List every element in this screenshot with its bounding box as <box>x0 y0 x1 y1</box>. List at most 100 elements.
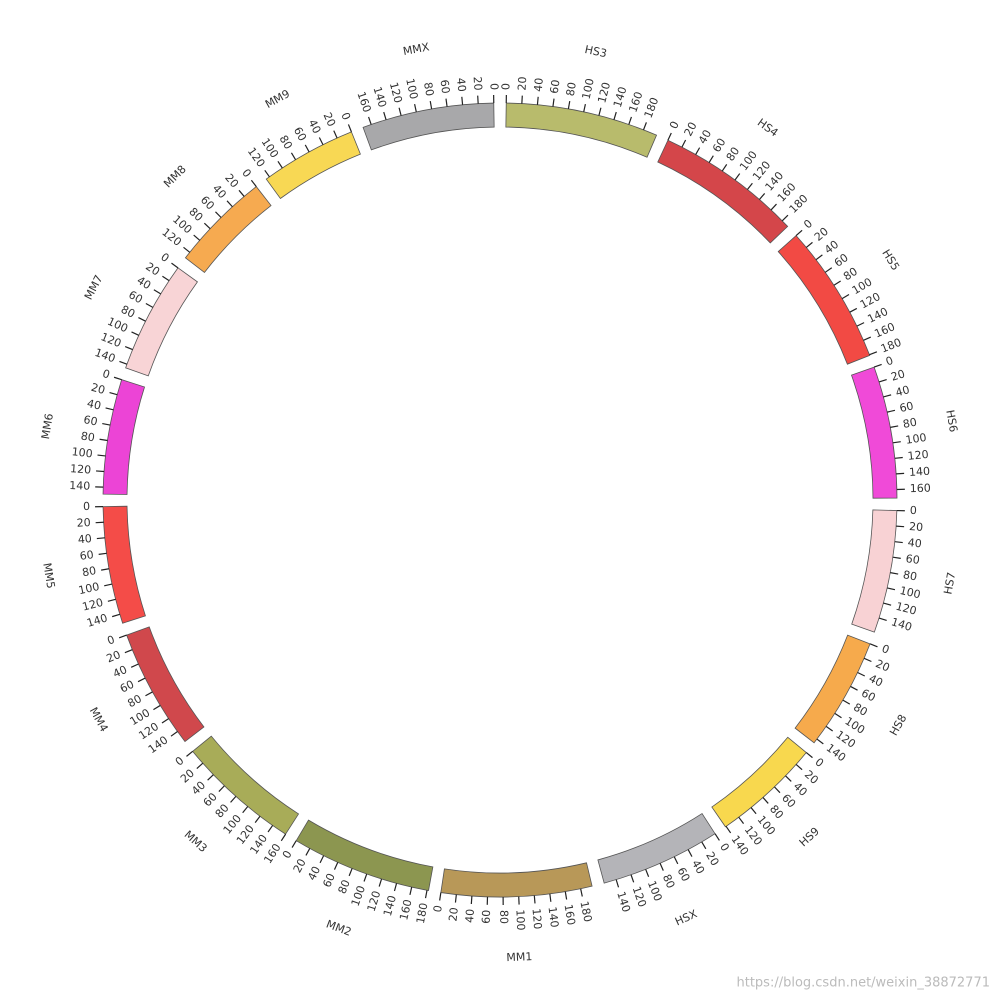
tick-label: 20 <box>291 857 309 876</box>
watermark: https://blog.csdn.net/weixin_38872771 <box>736 976 990 991</box>
chromosome <box>363 103 494 150</box>
tick-mark <box>131 664 138 667</box>
tick-label: 100 <box>349 884 368 908</box>
tick-label: 0 <box>105 633 116 648</box>
chromosome-label: HS4 <box>755 116 781 140</box>
tick-mark <box>890 426 898 427</box>
tick-label: 140 <box>611 85 629 109</box>
tick-mark <box>291 153 295 160</box>
tick-mark <box>471 896 472 904</box>
tick-mark <box>334 862 337 869</box>
chromosome <box>103 506 145 623</box>
tick-label: 0 <box>880 642 891 657</box>
tick-label: 40 <box>867 672 885 690</box>
tick-mark <box>887 410 895 412</box>
tick-mark <box>682 140 686 147</box>
tick-label: 120 <box>529 908 544 930</box>
tick-mark <box>162 276 169 280</box>
tick-label: 100 <box>898 584 921 601</box>
tick-mark <box>747 183 752 189</box>
tick-mark <box>281 834 285 841</box>
tick-mark <box>786 776 792 782</box>
tick-label: 20 <box>874 657 892 675</box>
tick-label: 140 <box>614 890 633 914</box>
tick-label: 0 <box>158 250 171 265</box>
chromosome <box>712 737 807 827</box>
tick-mark <box>887 588 895 590</box>
tick-label: 80 <box>81 564 97 579</box>
tick-mark <box>215 212 221 218</box>
chromosome-label: HS5 <box>879 247 902 273</box>
tick-mark <box>796 230 802 235</box>
tick-label: 120 <box>595 81 613 105</box>
tick-mark <box>104 584 112 586</box>
chromosome-label: MM6 <box>39 412 56 440</box>
tick-mark <box>631 875 634 883</box>
tick-label: 100 <box>580 77 597 100</box>
tick-mark <box>440 893 441 901</box>
tick-label: 60 <box>480 910 493 924</box>
tick-mark <box>599 108 601 116</box>
tick-label: 40 <box>86 397 103 413</box>
tick-mark <box>739 817 744 823</box>
tick-mark <box>430 101 431 109</box>
tick-mark <box>565 892 566 900</box>
tick-mark <box>319 138 323 145</box>
tick-mark <box>125 347 132 350</box>
tick-mark <box>171 263 177 268</box>
tick-label: 20 <box>446 907 460 922</box>
tick-label: 80 <box>125 692 144 710</box>
tick-mark <box>364 874 367 882</box>
tick-mark <box>806 753 812 758</box>
tick-mark <box>895 542 903 543</box>
tick-mark <box>99 553 107 554</box>
chromosome-label: HS6 <box>943 409 960 433</box>
tick-mark <box>722 164 726 171</box>
tick-mark <box>379 879 381 887</box>
tick-label: 40 <box>463 908 477 923</box>
tick-label: 60 <box>675 865 693 883</box>
tick-label: 140 <box>890 615 914 634</box>
tick-mark <box>394 883 396 891</box>
tick-label: 120 <box>387 81 405 105</box>
tick-mark <box>208 775 214 781</box>
chromosome-label: MM8 <box>161 163 189 191</box>
tick-mark <box>817 739 823 744</box>
tick-mark <box>616 880 618 888</box>
tick-label: 100 <box>513 909 527 931</box>
tick-mark <box>369 117 372 125</box>
tick-label: 80 <box>660 872 678 890</box>
tick-mark <box>584 104 586 112</box>
tick-label: 180 <box>414 902 431 925</box>
tick-mark <box>893 442 901 443</box>
tick-label: 80 <box>80 430 96 445</box>
chromosome-label: MM9 <box>263 87 292 111</box>
tick-mark <box>204 223 210 228</box>
chromosome <box>658 140 788 243</box>
tick-mark <box>334 131 337 138</box>
tick-mark <box>850 308 857 312</box>
tick-mark <box>114 377 122 379</box>
chromosome-label: HSX <box>673 907 700 928</box>
tick-label: 20 <box>889 367 906 384</box>
tick-mark <box>759 193 764 199</box>
tick-label: 140 <box>69 479 90 493</box>
tick-mark <box>771 204 776 210</box>
tick-label: 100 <box>77 580 100 597</box>
tick-label: 20 <box>703 850 721 869</box>
tick-label: 60 <box>320 871 338 889</box>
chromosome <box>778 236 870 365</box>
tick-mark <box>243 807 248 813</box>
tick-mark <box>825 268 832 273</box>
tick-mark <box>660 863 663 870</box>
tick-label: 60 <box>82 413 98 428</box>
tick-mark <box>384 112 386 120</box>
tick-mark <box>102 424 110 426</box>
tick-label: 140 <box>381 894 399 918</box>
tick-mark <box>774 787 780 793</box>
tick-mark <box>534 896 535 904</box>
tick-label: 60 <box>548 79 563 95</box>
tick-mark <box>462 97 463 105</box>
tick-label: 180 <box>879 336 903 356</box>
